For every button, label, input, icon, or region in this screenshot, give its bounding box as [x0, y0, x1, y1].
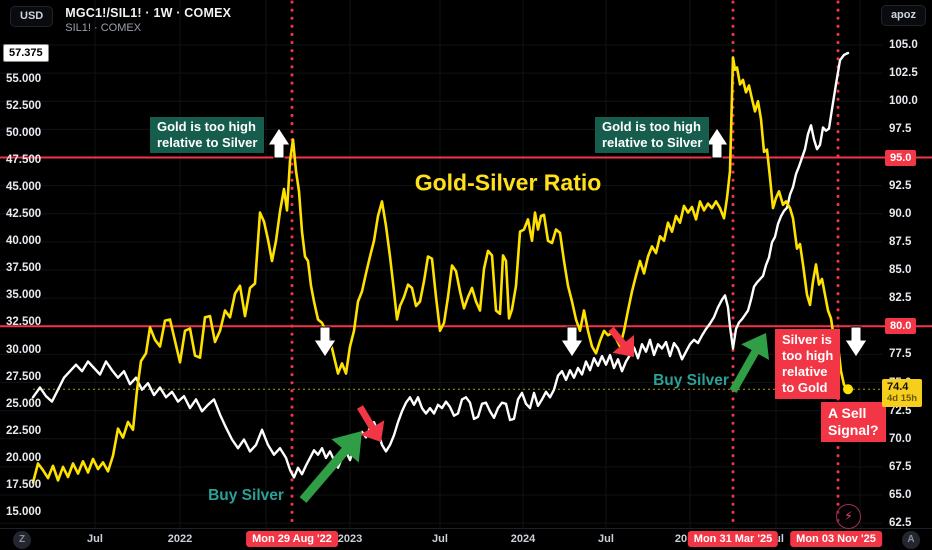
right-axis-tick-label: 90.0 [889, 207, 912, 220]
symbol-titles: MGC1!/SIL1! · 1W · COMEX SIL1! · COMEX [65, 6, 231, 34]
left-axis-tick-label: 35.000 [6, 289, 42, 302]
right-axis-tick-label: 62.5 [889, 517, 912, 530]
buy-diagonal-arrow[interactable] [299, 431, 362, 503]
note-silver-too-high[interactable]: Silver is too high relative to Gold [775, 329, 841, 399]
left-axis-tick-label: 42.500 [6, 208, 42, 221]
left-axis-tick-label: 22.500 [6, 424, 42, 437]
left-axis-tick-label: 52.500 [6, 99, 42, 112]
unit-button[interactable]: apoz [880, 5, 926, 26]
right-axis-tick-label: 77.5 [889, 348, 912, 361]
right-axis-tick-label: 102.5 [889, 67, 918, 80]
chart-title-label: Gold-Silver Ratio [414, 169, 602, 196]
right-axis-tick-label: 97.5 [889, 123, 912, 136]
sell-diagonal-arrow[interactable] [608, 326, 634, 357]
event-date-badge: Mon 29 Aug '22 [246, 531, 338, 547]
left-axis-tick-label: 15.000 [6, 506, 42, 519]
left-axis-tick-label: 27.500 [6, 370, 42, 383]
lightning-trade-icon[interactable]: ⚡ [836, 504, 861, 529]
left-axis-tick-label: 47.500 [6, 153, 42, 166]
timezone-button[interactable]: Z [13, 531, 31, 549]
left-axis-tick-label: 30.000 [6, 343, 42, 356]
alert-level-badge: 95.0 [885, 149, 917, 166]
down-arrow-marker[interactable] [844, 326, 868, 358]
left-axis-tick-label: 25.000 [6, 397, 42, 410]
symbol-subtitle: SIL1! · COMEX [65, 22, 142, 34]
auto-scale-button[interactable]: A [902, 531, 920, 549]
silver-last-price-badge: 57.375 [3, 44, 49, 62]
note-buy-silver[interactable]: Buy Silver [653, 372, 729, 389]
left-axis-tick-label: 45.000 [6, 181, 42, 194]
buy-diagonal-arrow[interactable] [729, 333, 770, 393]
right-axis-tick-label: 72.5 [889, 404, 912, 417]
time-axis-label: 20 [674, 533, 688, 545]
right-axis-tick-label: 65.0 [889, 489, 912, 501]
time-axis-label: 2022 [167, 533, 193, 545]
right-axis-tick-label: 85.0 [889, 264, 912, 276]
series-last-value-dot [843, 384, 853, 395]
note-sell-signal[interactable]: A Sell Signal? [821, 402, 886, 442]
left-axis-tick-label: 32.500 [6, 316, 42, 329]
left-axis-tick-label: 40.000 [6, 235, 42, 248]
right-axis-tick-label: 67.5 [889, 460, 912, 473]
chart-header: USD MGC1!/SIL1! · 1W · COMEX SIL1! · COM… [10, 6, 231, 34]
time-axis-label: Jul [87, 533, 103, 545]
note-gold-too-high[interactable]: Gold is too high relative to Silver [595, 117, 710, 153]
time-axis-label: 2024 [510, 533, 536, 545]
time-axis-label: Jul [598, 533, 614, 545]
time-axis-label: Jul [432, 533, 448, 545]
up-arrow-marker[interactable] [267, 127, 291, 159]
right-axis-tick-label: 82.5 [889, 292, 912, 305]
left-axis-tick-label: 55.000 [6, 72, 42, 85]
time-scale[interactable]: Z A Jul20222023Jul2024Jul20JulMon 29 Aug… [0, 528, 932, 550]
time-axis-label: 2023 [337, 533, 363, 545]
ratio-last-price-badge: 74.4 4d 15h [882, 379, 923, 408]
left-axis-tick-label: 37.500 [6, 262, 42, 275]
note-buy-silver[interactable]: Buy Silver [208, 487, 284, 504]
right-axis-tick-label: 100.0 [889, 95, 918, 108]
left-axis-tick-label: 20.000 [6, 451, 42, 464]
alert-level-badge: 80.0 [885, 318, 917, 335]
right-axis-tick-label: 92.5 [889, 179, 912, 192]
right-axis-tick-label: 105.0 [889, 39, 918, 51]
note-gold-too-high[interactable]: Gold is too high relative to Silver [150, 117, 265, 153]
currency-button[interactable]: USD [10, 6, 54, 27]
series-line-ratio [31, 56, 850, 484]
left-axis-tick-label: 50.000 [6, 126, 42, 139]
series-line-silver [31, 51, 850, 479]
sell-diagonal-arrow[interactable] [357, 405, 385, 442]
event-date-badge: Mon 03 Nov '25 [790, 531, 882, 547]
symbol-title: MGC1!/SIL1! · 1W · COMEX [65, 6, 232, 20]
bar-countdown: 4d 15h [887, 393, 918, 405]
right-axis-tick-label: 70.0 [889, 432, 912, 445]
down-arrow-marker[interactable] [313, 326, 337, 358]
up-arrow-marker[interactable] [705, 127, 729, 159]
down-arrow-marker[interactable] [560, 326, 584, 358]
event-date-badge: Mon 31 Mar '25 [687, 531, 779, 547]
left-axis-tick-label: 17.500 [6, 479, 42, 491]
right-axis-tick-label: 87.5 [889, 235, 912, 248]
